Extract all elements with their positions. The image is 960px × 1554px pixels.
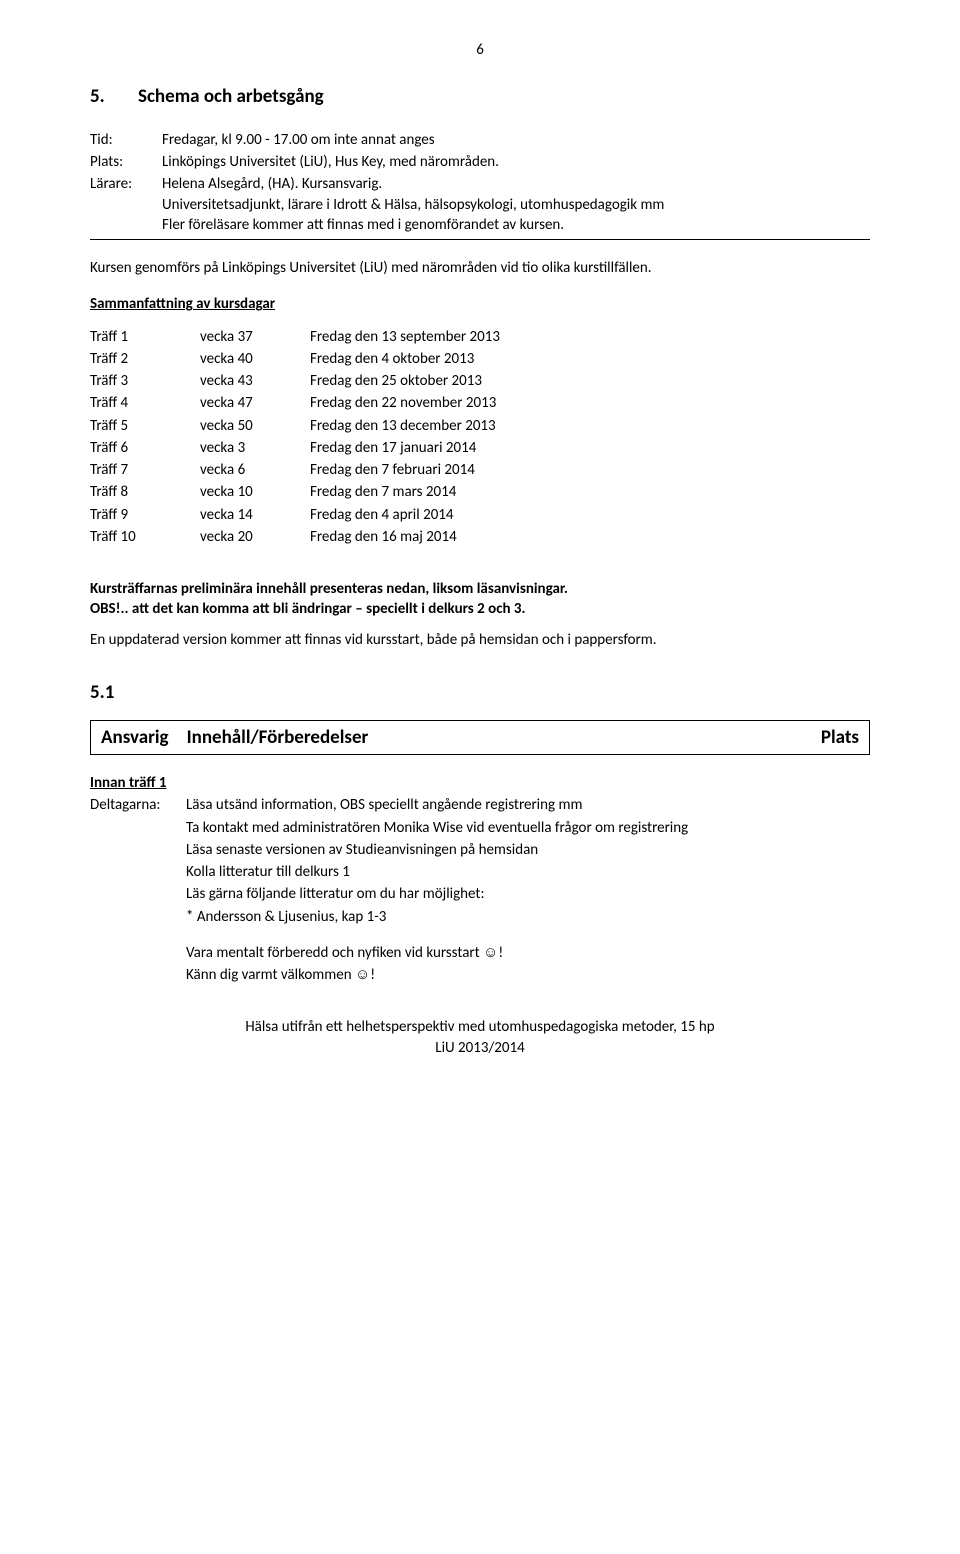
meta-value: Helena Alsegård, (HA). Kursansvarig. Uni… — [162, 174, 870, 235]
schedule-cell: vecka 10 — [200, 482, 310, 502]
schedule-cell: Träff 6 — [90, 438, 200, 458]
schedule-cell: Träff 4 — [90, 393, 200, 413]
schedule-cell: Träff 8 — [90, 482, 200, 502]
deltagarna-lines: Läsa utsänd information, OBS speciellt a… — [186, 795, 870, 987]
meta-value-line: Fler föreläsare kommer att finnas med i … — [162, 215, 870, 235]
schedule-cell: vecka 43 — [200, 371, 310, 391]
deltagarna-line: Ta kontakt med administratören Monika Wi… — [186, 818, 870, 838]
schedule-cell: vecka 47 — [200, 393, 310, 413]
schedule-cell: Träff 1 — [90, 327, 200, 347]
section-title: Schema och arbetsgång — [138, 85, 324, 108]
deltagarna-line: Läs gärna följande litteratur om du har … — [186, 884, 870, 904]
schedule-cell: Fredag den 4 oktober 2013 — [310, 349, 870, 369]
boxed-innehall: Innehåll/Förberedelser — [187, 725, 369, 751]
footer-line: Hälsa utifrån ett helhetsperspektiv med … — [90, 1017, 870, 1037]
schedule-cell: Fredag den 7 februari 2014 — [310, 460, 870, 480]
schedule-table: Träff 1vecka 37Fredag den 13 september 2… — [90, 327, 870, 548]
schedule-cell: vecka 50 — [200, 416, 310, 436]
notes-line: OBS!.. att det kan komma att bli ändring… — [90, 599, 870, 619]
meta-row-plats: Plats: Linköpings Universitet (LiU), Hus… — [90, 152, 870, 172]
schedule-cell: Fredag den 7 mars 2014 — [310, 482, 870, 502]
page-footer: Hälsa utifrån ett helhetsperspektiv med … — [90, 1017, 870, 1058]
schedule-cell: Fredag den 17 januari 2014 — [310, 438, 870, 458]
innan-heading: Innan träff 1 — [90, 773, 870, 793]
notes-line: Kursträffarnas preliminära innehåll pres… — [90, 579, 870, 599]
schedule-row: Träff 4vecka 47Fredag den 22 november 20… — [90, 393, 870, 413]
meta-value: Linköpings Universitet (LiU), Hus Key, m… — [162, 152, 870, 172]
schedule-row: Träff 2vecka 40Fredag den 4 oktober 2013 — [90, 349, 870, 369]
page-number: 6 — [90, 40, 870, 60]
meta-label: Lärare: — [90, 174, 162, 235]
schedule-cell: vecka 3 — [200, 438, 310, 458]
boxed-plats: Plats — [821, 725, 859, 751]
schedule-cell: Fredag den 13 december 2013 — [310, 416, 870, 436]
footer-line: LiU 2013/2014 — [90, 1038, 870, 1058]
schedule-cell: vecka 40 — [200, 349, 310, 369]
schedule-cell: Fredag den 25 oktober 2013 — [310, 371, 870, 391]
schedule-row: Träff 8vecka 10Fredag den 7 mars 2014 — [90, 482, 870, 502]
deltagarna-line: Vara mentalt förberedd och nyfiken vid k… — [186, 943, 870, 963]
schedule-cell: Träff 2 — [90, 349, 200, 369]
deltagarna-line: * Andersson & Ljusenius, kap 1-3 — [186, 907, 870, 927]
notes-block: Kursträffarnas preliminära innehåll pres… — [90, 579, 870, 650]
meta-label: Tid: — [90, 130, 162, 150]
deltagarna-row: Deltagarna: Läsa utsänd information, OBS… — [90, 795, 870, 987]
schedule-cell: vecka 20 — [200, 527, 310, 547]
schedule-cell: Fredag den 16 maj 2014 — [310, 527, 870, 547]
boxed-ansvarig: Ansvarig — [101, 725, 169, 751]
deltagarna-line: Läsa utsänd information, OBS speciellt a… — [186, 795, 870, 815]
meta-value: Fredagar, kl 9.00 - 17.00 om inte annat … — [162, 130, 870, 150]
schedule-cell: vecka 6 — [200, 460, 310, 480]
section-5-1-heading: 5.1 — [90, 680, 870, 706]
deltagarna-label: Deltagarna: — [90, 795, 186, 987]
section-number: 5. — [90, 84, 138, 110]
meta-value-line: Helena Alsegård, (HA). Kursansvarig. — [162, 174, 870, 194]
schedule-cell: Fredag den 13 september 2013 — [310, 327, 870, 347]
schedule-cell: Träff 7 — [90, 460, 200, 480]
schedule-cell: Träff 10 — [90, 527, 200, 547]
meta-block: Tid: Fredagar, kl 9.00 - 17.00 om inte a… — [90, 130, 870, 235]
schedule-cell: Träff 5 — [90, 416, 200, 436]
schedule-cell: vecka 37 — [200, 327, 310, 347]
boxed-header-row: Ansvarig Innehåll/Förberedelser Plats — [90, 720, 870, 756]
summary-heading: Sammanfattning av kursdagar — [90, 294, 870, 314]
deltagarna-line: Känn dig varmt välkommen ☺! — [186, 965, 870, 985]
meta-label: Plats: — [90, 152, 162, 172]
schedule-row: Träff 5vecka 50Fredag den 13 december 20… — [90, 416, 870, 436]
schedule-cell: vecka 14 — [200, 505, 310, 525]
schedule-row: Träff 6vecka 3Fredag den 17 januari 2014 — [90, 438, 870, 458]
deltagarna-line: Kolla litteratur till delkurs 1 — [186, 862, 870, 882]
deltagarna-closing: Vara mentalt förberedd och nyfiken vid k… — [186, 943, 870, 986]
section-heading: 5.Schema och arbetsgång — [90, 84, 870, 110]
schedule-row: Träff 3vecka 43Fredag den 25 oktober 201… — [90, 371, 870, 391]
schedule-cell: Fredag den 4 april 2014 — [310, 505, 870, 525]
notes-line: En uppdaterad version kommer att finnas … — [90, 630, 870, 650]
deltagarna-line: Läsa senaste versionen av Studieanvisnin… — [186, 840, 870, 860]
schedule-row: Träff 10vecka 20Fredag den 16 maj 2014 — [90, 527, 870, 547]
schedule-cell: Träff 9 — [90, 505, 200, 525]
divider-line — [90, 239, 870, 240]
schedule-row: Träff 9vecka 14Fredag den 4 april 2014 — [90, 505, 870, 525]
meta-value-line: Universitetsadjunkt, lärare i Idrott & H… — [162, 195, 870, 215]
schedule-cell: Träff 3 — [90, 371, 200, 391]
schedule-row: Träff 7vecka 6Fredag den 7 februari 2014 — [90, 460, 870, 480]
intro-paragraph: Kursen genomförs på Linköpings Universit… — [90, 258, 870, 278]
schedule-row: Träff 1vecka 37Fredag den 13 september 2… — [90, 327, 870, 347]
schedule-cell: Fredag den 22 november 2013 — [310, 393, 870, 413]
meta-row-larare: Lärare: Helena Alsegård, (HA). Kursansva… — [90, 174, 870, 235]
meta-row-tid: Tid: Fredagar, kl 9.00 - 17.00 om inte a… — [90, 130, 870, 150]
